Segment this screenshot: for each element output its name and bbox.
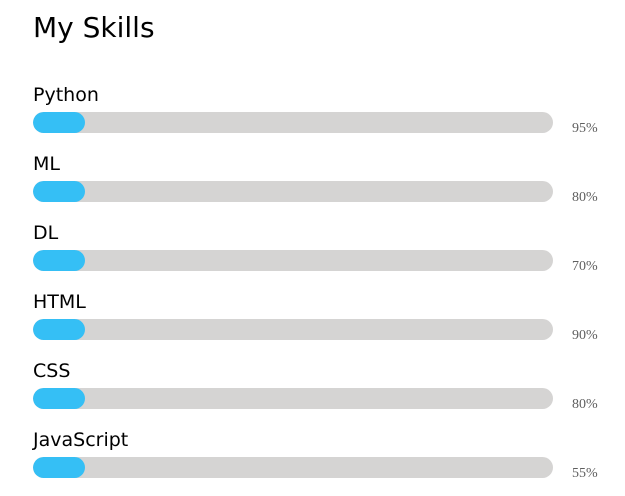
skill-item-dl: DL 70% [0,220,625,289]
skill-percent: 55% [572,466,598,481]
skill-item-html: HTML 90% [0,289,625,358]
skill-percent: 90% [572,328,598,343]
skill-name: JavaScript [33,429,129,451]
skill-name: DL [33,222,59,244]
skill-item-ml: ML 80% [0,151,625,220]
skill-progress-fill [33,250,85,271]
skill-progress-fill [33,388,85,409]
skill-name: ML [33,153,60,175]
skill-progress-fill [33,319,85,340]
skill-progress-track [33,457,553,478]
skill-progress-fill [33,112,85,133]
skill-name: Python [33,84,99,106]
skill-progress-fill [33,457,85,478]
skill-item-javascript: JavaScript 55% [0,427,625,496]
skill-progress-track [33,112,553,133]
skill-name: CSS [33,360,71,382]
skill-percent: 95% [572,121,598,136]
skill-percent: 80% [572,190,598,205]
skill-progress-track [33,250,553,271]
skill-progress-track [33,319,553,340]
skill-item-css: CSS 80% [0,358,625,427]
skill-progress-fill [33,181,85,202]
skill-percent: 70% [572,259,598,274]
skill-percent: 80% [572,397,598,412]
skill-progress-track [33,181,553,202]
skill-progress-track [33,388,553,409]
skill-item-python: Python 95% [0,82,625,151]
skill-name: HTML [33,291,86,313]
section-title: My Skills [33,11,155,44]
